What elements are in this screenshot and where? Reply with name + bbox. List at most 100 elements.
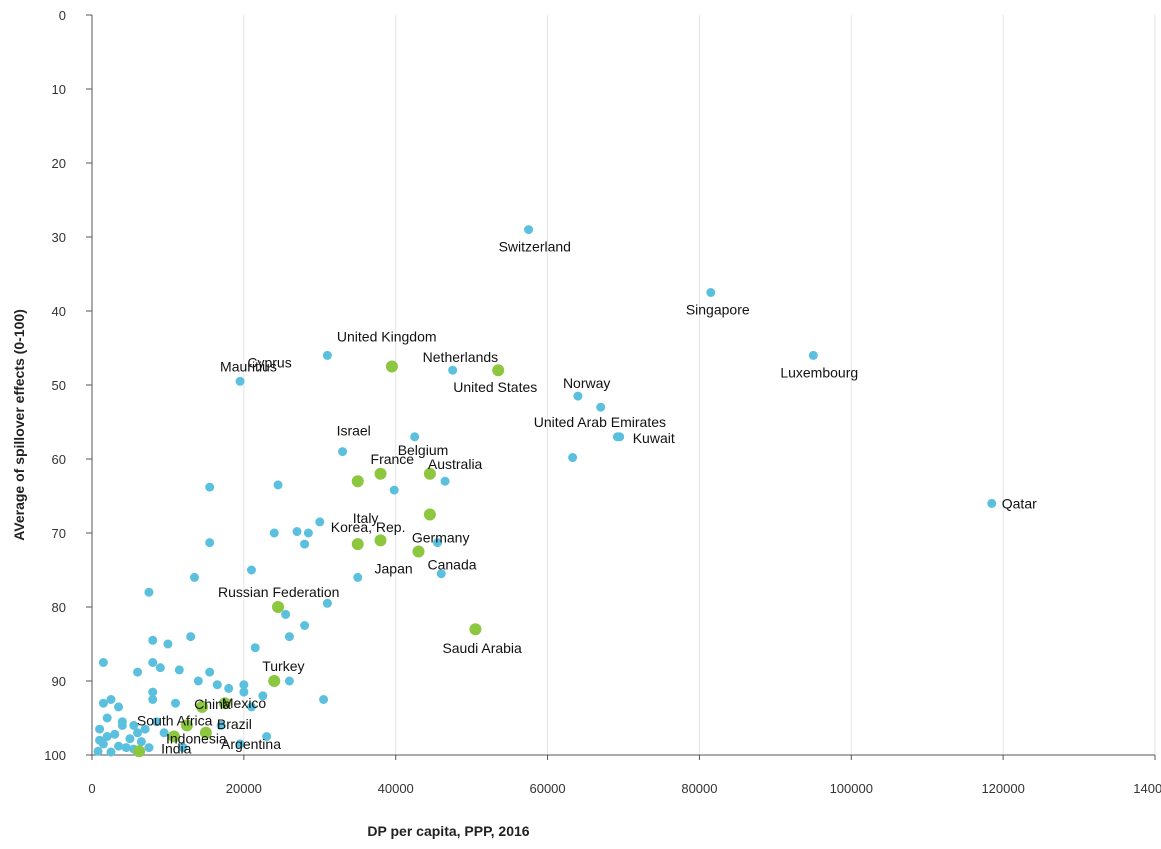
point-label: France <box>371 451 415 467</box>
point-label: Turkey <box>262 658 304 674</box>
scatter-point <box>353 572 363 582</box>
point-label: Canada <box>427 557 476 573</box>
scatter-point <box>389 485 399 495</box>
point-label: United Arab Emirates <box>534 414 666 430</box>
scatter-point-south-africa <box>180 719 193 732</box>
y-tick-label: 90 <box>52 674 66 689</box>
y-tick-label: 30 <box>52 230 66 245</box>
y-axis-title: AVerage of spillover effects (0-100) <box>11 309 27 541</box>
y-tick-label: 70 <box>52 526 66 541</box>
scatter-point <box>148 658 158 667</box>
point-label: India <box>161 740 192 756</box>
x-axis-title: DP per capita, PPP, 2016 <box>367 823 529 839</box>
scatter-point <box>436 569 446 579</box>
data-points <box>93 225 997 758</box>
scatter-point-cyprus <box>322 350 332 360</box>
scatter-point-mauritius <box>235 376 245 386</box>
scatter-point <box>281 609 291 619</box>
scatter-point <box>190 572 200 582</box>
scatter-point-qatar <box>987 498 997 508</box>
scatter-point-switzerland <box>524 225 534 235</box>
x-tick-label: 40000 <box>378 781 414 796</box>
scatter-point <box>246 702 256 712</box>
scatter-point <box>205 667 215 677</box>
scatter-point <box>93 746 103 756</box>
y-tick-label: 60 <box>52 452 66 467</box>
scatter-point <box>174 665 184 675</box>
scatter-point-china <box>196 700 209 713</box>
x-tick-label: 80000 <box>681 781 717 796</box>
point-label: Israel <box>337 423 371 439</box>
scatter-point <box>303 528 313 538</box>
scatter-point <box>568 453 578 463</box>
x-tick-label: 140000 <box>1133 781 1161 796</box>
scatter-point-united-arab-emirates <box>596 402 606 412</box>
scatter-point <box>239 680 249 690</box>
point-label: United Kingdom <box>337 329 437 345</box>
scatter-point-russian-federation <box>272 601 285 613</box>
point-label: Japan <box>375 560 413 576</box>
scatter-point <box>129 720 139 730</box>
scatter-point <box>284 632 294 642</box>
scatter-point <box>292 527 302 537</box>
scatter-point <box>102 713 112 723</box>
point-label: Saudi Arabia <box>442 640 522 656</box>
scatter-point <box>140 724 150 734</box>
scatter-point <box>95 724 105 734</box>
point-label: Australia <box>428 456 483 472</box>
y-tick-label: 0 <box>59 8 66 23</box>
scatter-point <box>205 482 215 492</box>
scatter-point <box>440 476 450 486</box>
scatter-point <box>152 717 162 727</box>
gridlines <box>243 15 1156 755</box>
scatter-point <box>144 743 154 753</box>
scatter-point <box>284 676 294 686</box>
scatter-point <box>98 698 108 708</box>
scatter-point <box>102 732 112 741</box>
scatter-point-france <box>374 467 387 480</box>
scatter-point <box>250 643 260 653</box>
y-tick-label: 80 <box>52 600 66 615</box>
scatter-point-italy <box>351 475 364 488</box>
point-label: Brazil <box>217 716 252 732</box>
point-label: Cyprus <box>247 354 291 370</box>
scatter-point-belgium <box>410 432 420 442</box>
scatter-point <box>95 735 105 745</box>
scatter-point <box>205 538 215 548</box>
scatter-point-singapore <box>706 288 716 297</box>
scatter-point-indonesia <box>168 730 181 743</box>
point-label: Norway <box>563 375 610 391</box>
scatter-point <box>133 728 143 738</box>
scatter-point-norway <box>573 391 583 401</box>
point-label: Argentina <box>221 736 281 752</box>
axes: 0 20000 40000 60000 80000 100000 120000 140000 0… <box>44 8 1161 796</box>
scatter-point-germany <box>423 508 436 521</box>
scatter-point <box>163 639 173 649</box>
scatter-point <box>193 676 203 686</box>
x-tick-label: 120000 <box>981 781 1024 796</box>
y-tick-label: 20 <box>52 156 66 171</box>
point-label: Qatar <box>1002 495 1037 511</box>
scatter-point <box>300 621 310 630</box>
point-label: Belgium <box>398 442 449 458</box>
scatter-point <box>319 695 329 704</box>
point-label: Kuwait <box>633 430 675 446</box>
x-tick-label: 100000 <box>830 781 873 796</box>
scatter-point <box>106 695 116 704</box>
scatter-point <box>246 565 256 575</box>
scatter-point <box>98 658 108 667</box>
scatter-point <box>322 598 332 608</box>
x-tick-label: 60000 <box>529 781 565 796</box>
scatter-point <box>262 732 272 741</box>
scatter-point <box>216 720 226 730</box>
scatter-point <box>121 743 131 753</box>
point-label: Luxembourg <box>780 364 858 380</box>
point-label: Switzerland <box>499 239 571 255</box>
scatter-point-australia <box>423 467 436 480</box>
scatter-point-canada <box>412 545 425 558</box>
scatter-point-turkey <box>268 675 281 687</box>
scatter-point <box>171 698 181 708</box>
scatter-point <box>258 691 268 701</box>
